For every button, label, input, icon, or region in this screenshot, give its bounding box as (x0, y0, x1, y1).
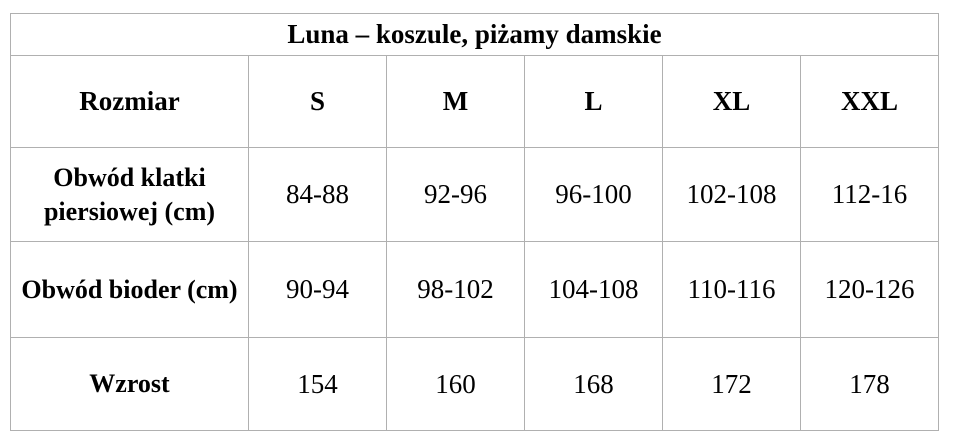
size-value-cell: 92-96 (386, 147, 525, 242)
table-row-chest: Obwód klatki piersiowej (cm) 84-88 92-96… (10, 147, 940, 242)
table-row-hips: Obwód bioder (cm) 90-94 98-102 104-108 1… (10, 241, 940, 338)
size-value-cell: 90-94 (248, 241, 387, 338)
size-value-cell: 112-16 (799, 147, 940, 242)
size-value-cell: 168 (524, 337, 663, 431)
column-header-s: S (248, 55, 387, 148)
size-value-cell: 104-108 (524, 241, 663, 338)
size-value-cell: 84-88 (248, 147, 387, 242)
size-value-cell: 160 (386, 337, 525, 431)
title-row: Luna – koszule, piżamy damskie (9, 13, 940, 56)
column-header-m: M (386, 55, 525, 148)
size-value-cell: 172 (662, 337, 801, 431)
row-label-chest: Obwód klatki piersiowej (cm) (10, 147, 249, 242)
column-header-l: L (524, 55, 663, 148)
size-value-cell: 102-108 (662, 147, 801, 242)
size-value-cell: 154 (248, 337, 387, 431)
header-row: Rozmiar S M L XL XXL (10, 55, 940, 148)
column-header-xxl: XXL (799, 55, 940, 148)
column-header-xl: XL (662, 55, 801, 148)
size-value-cell: 96-100 (524, 147, 663, 242)
size-value-cell: 120-126 (799, 241, 940, 338)
size-value-cell: 110-116 (662, 241, 801, 338)
size-value-cell: 178 (799, 337, 940, 431)
table-title: Luna – koszule, piżamy damskie (9, 13, 940, 56)
row-label-height: Wzrost (10, 337, 249, 431)
size-table: Luna – koszule, piżamy damskie Rozmiar S… (9, 13, 940, 431)
size-value-cell: 98-102 (386, 241, 525, 338)
table-row-height: Wzrost 154 160 168 172 178 (10, 337, 940, 431)
row-label-hips: Obwód bioder (cm) (10, 241, 249, 338)
column-header-rozmiar: Rozmiar (10, 55, 249, 148)
